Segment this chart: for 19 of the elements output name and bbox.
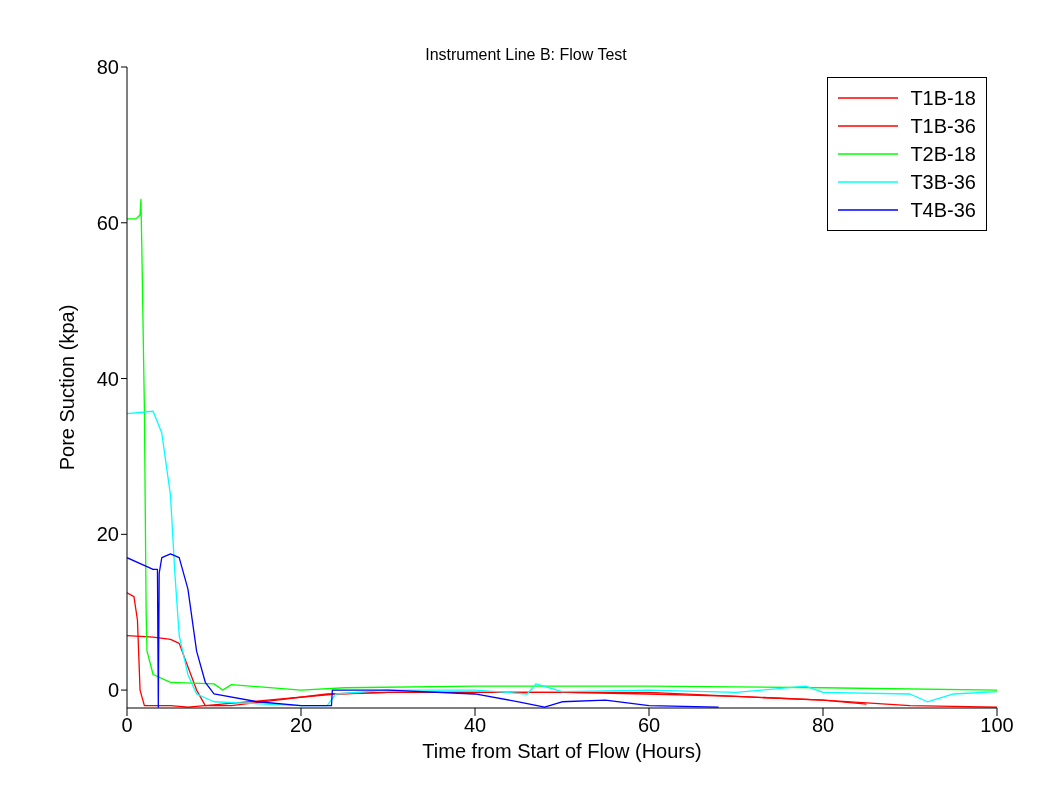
y-tick-label: 0 [107, 679, 119, 702]
legend-label: T2B-18 [910, 142, 976, 166]
legend-label: T1B-18 [910, 86, 976, 110]
x-tick-label: 0 [121, 714, 133, 737]
x-axis-title: Time from Start of Flow (Hours) [422, 740, 702, 762]
y-tick-label: 80 [96, 56, 119, 79]
y-tick-label: 20 [96, 523, 119, 546]
y-tick-label: 60 [96, 211, 119, 234]
y-axis-title: Pore Suction (kpa) [56, 304, 79, 471]
y-tick-label: 40 [96, 367, 119, 390]
x-tick-label: 40 [463, 714, 487, 737]
x-tick-label: 100 [980, 714, 1014, 737]
x-tick-label: 80 [811, 714, 835, 737]
x-tick-label: 20 [289, 714, 313, 737]
x-tick-label: 60 [637, 714, 661, 737]
legend-label: T4B-36 [910, 198, 976, 222]
chart-title: Instrument Line B: Flow Test [425, 46, 627, 63]
legend-label: T3B-36 [910, 170, 976, 194]
legend-label: T1B-36 [910, 114, 976, 138]
